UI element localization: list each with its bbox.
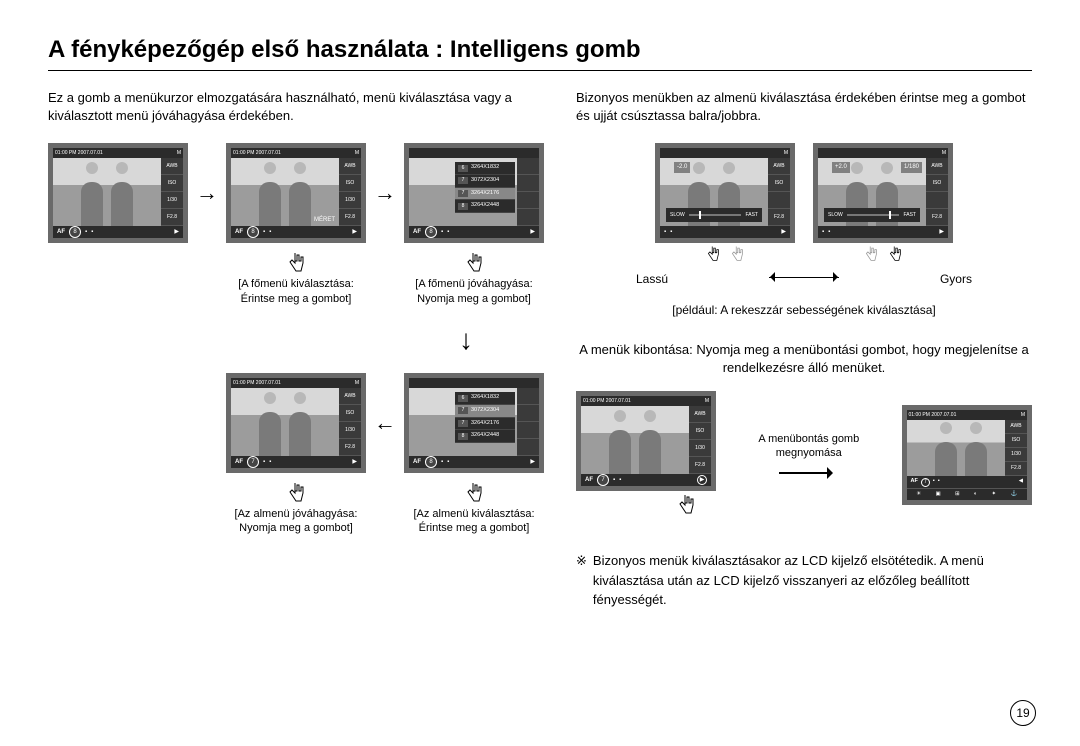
label-slow: Lassú: [636, 271, 668, 288]
lcd-basic-1: 01:00 PM 2007.07.01M AWBISO1/30F2.8 AF8▪…: [48, 143, 188, 243]
two-hands-icon: [655, 245, 795, 265]
left-column: Ez a gomb a menükurzor elmozgatására has…: [48, 89, 544, 610]
hand-icon: [676, 493, 696, 519]
two-hands-icon: [813, 245, 953, 265]
caption-sub-select: [Az almenü kiválasztása: Érintse meg a g…: [404, 507, 544, 536]
caption-main-select: [A főmenü kiválasztása: Érintse meg a go…: [226, 277, 366, 306]
lcd-expanded: 01:00 PM 2007.07.01M AWBISO1/30F2.8 AF7▪…: [902, 405, 1032, 505]
right-intro: Bizonyos menükben az almenü kiválasztása…: [576, 89, 1032, 125]
arrow-right-2: →: [372, 178, 398, 209]
footnote-text: Bizonyos menük kiválasztásakor az LCD ki…: [593, 551, 1032, 610]
arrow-left: ←: [372, 408, 398, 439]
slider-pair: M -2.0 AWBISOF2.8 SLOWFAST ▪▪▶: [576, 143, 1032, 265]
caption-row-1: [A főmenü kiválasztása: Érintse meg a go…: [48, 277, 544, 306]
long-arrow-icon: [779, 467, 839, 479]
lcd-basic-2: 01:00 PM 2007.07.01M MÉRET AWBISO1/30F2.…: [226, 143, 366, 243]
lcd-collapsed: 01:00 PM 2007.07.01M AWBISO1/30F2.8 AF7▪…: [576, 391, 716, 491]
page-number: 19: [1010, 700, 1036, 726]
footnote: ※ Bizonyos menük kiválasztásakor az LCD …: [576, 551, 1032, 610]
example-note: [például: A rekeszzár sebességének kivál…: [576, 302, 1032, 319]
right-column: Bizonyos menükben az almenü kiválasztása…: [576, 89, 1032, 610]
speed-labels: Lassú Gyors: [576, 271, 1032, 288]
page-title: A fényképezőgép első használata : Intell…: [48, 36, 1032, 64]
title-rule: [48, 70, 1032, 71]
expand-label: A menübontás gomb megnyomása: [730, 432, 888, 461]
resolution-menu: 63264X1832 73072X2304 73264X2176 83264X2…: [455, 162, 515, 213]
hand-icon: [286, 251, 306, 277]
left-intro: Ez a gomb a menükurzor elmozgatására has…: [48, 89, 544, 125]
resolution-menu-2: 63264X1832 73072X2304 73264X2176 83264X2…: [455, 392, 515, 443]
hand-row-2: [48, 479, 544, 507]
hand-icon: [464, 481, 484, 507]
caption-main-confirm: [A főmenü jóváhagyása: Nyomja meg a gomb…: [404, 277, 544, 306]
lcd-menu-2: 63264X1832 73072X2304 73264X2176 83264X2…: [404, 373, 544, 473]
arrow-down: ↓: [48, 320, 544, 359]
caption-sub-confirm: [Az almenü jóváhagyása: Nyomja meg a gom…: [226, 507, 366, 536]
hand-icon: [464, 251, 484, 277]
caption-row-2: [Az almenü jóváhagyása: Nyomja meg a gom…: [48, 507, 544, 536]
hand-icon: [286, 481, 306, 507]
expand-row: 01:00 PM 2007.07.01M AWBISO1/30F2.8 AF7▪…: [576, 391, 1032, 519]
lcd-row-1: 01:00 PM 2007.07.01M AWBISO1/30F2.8 AF8▪…: [48, 143, 544, 243]
reference-mark-icon: ※: [576, 551, 587, 610]
expand-text: A menük kibontása: Nyomja meg a menübont…: [576, 341, 1032, 377]
hand-row-1: [48, 249, 544, 277]
label-fast: Gyors: [940, 271, 972, 288]
columns: Ez a gomb a menükurzor elmozgatására has…: [48, 89, 1032, 610]
lcd-menu-1: 63264X1832 73072X2304 73264X2176 83264X2…: [404, 143, 544, 243]
lcd-row-2: 01:00 PM 2007.07.01M AWBISO1/30F2.8 AF7▪…: [48, 373, 544, 473]
arrow-right-1: →: [194, 178, 220, 209]
lcd-basic-3: 01:00 PM 2007.07.01M AWBISO1/30F2.8 AF7▪…: [226, 373, 366, 473]
lcd-slider-slow: M -2.0 AWBISOF2.8 SLOWFAST ▪▪▶: [655, 143, 795, 243]
lcd-slider-fast: M +2.0 1/180 AWBISOF2.8 SLOWFAST ▪▪▶: [813, 143, 953, 243]
